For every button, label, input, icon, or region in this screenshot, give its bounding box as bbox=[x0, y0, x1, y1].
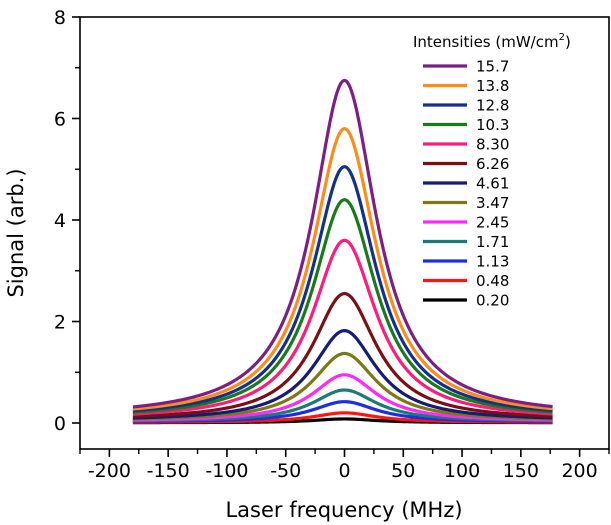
legend-label: 0.20 bbox=[476, 292, 509, 310]
y-axis: 0 2 4 6 8 bbox=[54, 7, 80, 435]
series-line-13-8 bbox=[132, 127, 553, 411]
legend-label: 13.8 bbox=[476, 77, 509, 95]
legend-label: 15.7 bbox=[476, 58, 509, 76]
legend: Intensities (mW/cm2) 15.713.8 12.810.3 8.30… bbox=[413, 32, 571, 310]
x-tick-label: -200 bbox=[88, 460, 131, 482]
legend-label: 12.8 bbox=[476, 97, 509, 115]
series-line-12-8 bbox=[132, 165, 553, 413]
x-tick-label: 100 bbox=[444, 460, 480, 482]
legend-title: Intensities (mW/cm2) bbox=[413, 32, 571, 51]
x-tick-label: -100 bbox=[205, 460, 248, 482]
x-tick-label: 150 bbox=[503, 460, 539, 482]
x-tick-label: -150 bbox=[147, 460, 190, 482]
series-line-8-30 bbox=[132, 238, 553, 416]
x-tick-label: 200 bbox=[561, 460, 597, 482]
x-tick-label: 0 bbox=[338, 460, 350, 482]
legend-label: 10.3 bbox=[476, 116, 509, 134]
series-line-10-3 bbox=[132, 198, 553, 414]
y-tick-label: 4 bbox=[54, 210, 66, 232]
legend-label: 3.47 bbox=[476, 194, 509, 212]
series-line-2-45 bbox=[132, 373, 553, 422]
series-line-4-61 bbox=[132, 329, 553, 420]
series-line-6-26 bbox=[132, 291, 553, 418]
series-line-3-47 bbox=[132, 351, 553, 421]
legend-label: 0.48 bbox=[476, 272, 509, 290]
legend-label: 4.61 bbox=[476, 175, 509, 193]
legend-label: 1.13 bbox=[476, 253, 509, 271]
legend-label: 2.45 bbox=[476, 214, 509, 232]
y-tick-label: 6 bbox=[54, 109, 66, 131]
y-tick-label: 2 bbox=[54, 312, 66, 334]
series-curves bbox=[132, 78, 553, 425]
legend-label: 1.71 bbox=[476, 233, 509, 251]
series-line-15-7 bbox=[132, 78, 553, 409]
legend-label: 8.30 bbox=[476, 136, 509, 154]
x-axis-label: Laser frequency (MHz) bbox=[225, 498, 462, 522]
y-tick-label: 8 bbox=[54, 7, 66, 29]
y-tick-label: 0 bbox=[54, 413, 66, 435]
x-tick-label: -50 bbox=[270, 460, 301, 482]
x-tick-label: 50 bbox=[391, 460, 415, 482]
legend-label: 6.26 bbox=[476, 155, 509, 173]
y-axis-label: Signal (arb.) bbox=[4, 168, 28, 297]
x-axis: -200 -150 -100 -50 0 50 100 150 200 bbox=[79, 449, 610, 482]
